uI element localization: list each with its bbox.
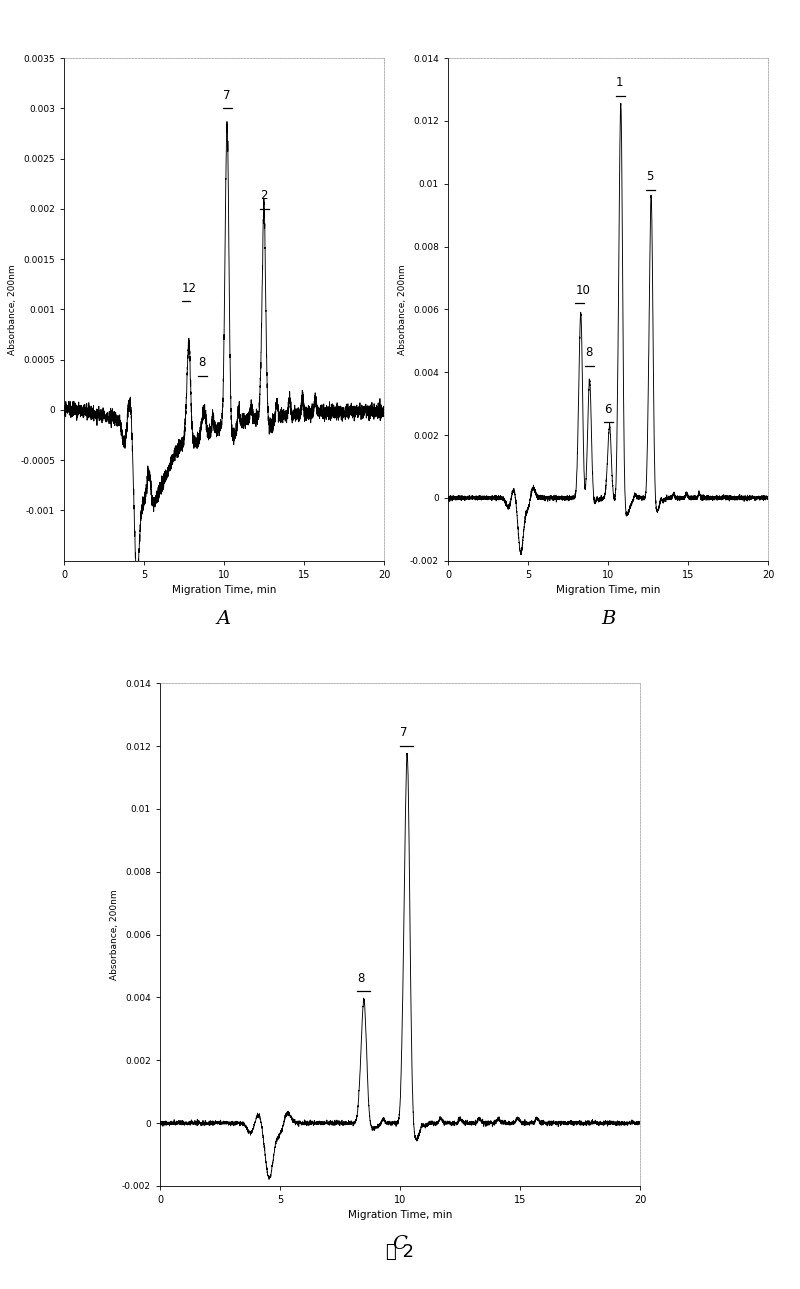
Text: 12: 12	[182, 282, 197, 295]
Text: 8: 8	[198, 356, 206, 369]
Text: 10: 10	[575, 284, 590, 296]
X-axis label: Migration Time, min: Migration Time, min	[172, 585, 276, 596]
Y-axis label: Absorbance, 200nm: Absorbance, 200nm	[110, 889, 119, 980]
Text: 5: 5	[646, 170, 654, 183]
Text: 图 2: 图 2	[386, 1243, 414, 1261]
Text: 7: 7	[223, 89, 230, 102]
Text: 1: 1	[616, 76, 623, 89]
Y-axis label: Absorbance, 200nm: Absorbance, 200nm	[398, 264, 407, 354]
Text: C: C	[393, 1235, 407, 1253]
Text: 2: 2	[260, 189, 267, 202]
Text: 8: 8	[357, 972, 364, 985]
Text: B: B	[601, 610, 615, 628]
X-axis label: Migration Time, min: Migration Time, min	[348, 1210, 452, 1221]
Text: 6: 6	[604, 403, 611, 416]
Text: A: A	[217, 610, 231, 628]
X-axis label: Migration Time, min: Migration Time, min	[556, 585, 660, 596]
Text: 7: 7	[400, 727, 407, 740]
Text: 8: 8	[585, 347, 592, 360]
Y-axis label: Absorbance, 200nm: Absorbance, 200nm	[8, 264, 18, 354]
